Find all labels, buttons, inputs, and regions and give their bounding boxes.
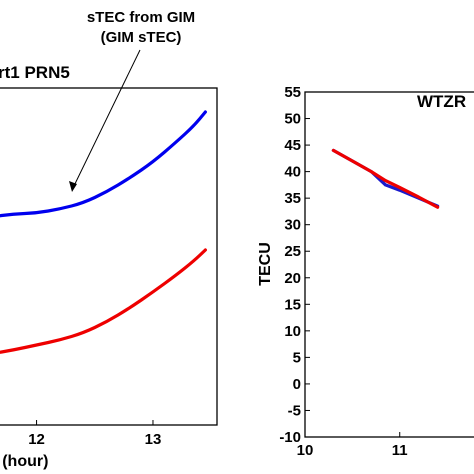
right-y-tick-label: 35 (284, 190, 301, 207)
right-chart-title: WTZR (417, 92, 466, 111)
right-series-line-1 (331, 148, 440, 209)
right-y-tick-label: 15 (284, 296, 301, 313)
right-chart-panel: WTZR TECU -10 -5 0 5 10 15 20 25 30 35 40 45 50 55 10 1… (257, 84, 474, 459)
left-plot-frame (0, 87, 218, 426)
annotation-arrowhead (69, 181, 77, 192)
right-y-tick-label: 20 (284, 270, 301, 287)
left-x-tick-label: 13 (145, 431, 162, 448)
left-chart-title: rt1 PRN5 (0, 63, 70, 82)
left-series-line-1 (0, 248, 207, 354)
annotation-arrow-line (71, 49, 141, 191)
gim-stec-annotation: sTEC from GIM (GIM sTEC) (69, 9, 195, 192)
right-plot-frame (304, 91, 474, 438)
right-y-tick-label: 55 (284, 84, 301, 101)
right-y-tick-label: -10 (279, 429, 301, 446)
right-y-tick-label: 45 (284, 137, 301, 154)
right-y-tick-label: 50 (284, 111, 301, 128)
right-y-axis-label: TECU (257, 242, 274, 286)
right-y-tick-label: 25 (284, 243, 301, 260)
left-x-tick-label: 12 (28, 431, 45, 448)
right-y-tick-label: 30 (284, 217, 301, 234)
right-y-tick-label: 0 (293, 376, 301, 393)
right-y-tick-label: 40 (284, 164, 301, 181)
left-chart-panel: rt1 PRN5 12 13 T (hour) (0, 63, 218, 470)
left-series-line-0 (0, 110, 207, 218)
left-x-axis-label: T (hour) (0, 453, 48, 470)
annotation-line-2: (GIM sTEC) (101, 29, 182, 46)
right-y-tick-label: 10 (284, 323, 301, 340)
right-x-tick-label: 10 (297, 442, 314, 459)
right-y-tick-label: -5 (288, 402, 301, 419)
right-y-tick-label: 5 (293, 349, 301, 366)
annotation-line-1: sTEC from GIM (87, 9, 195, 26)
right-x-tick-label: 11 (392, 442, 408, 459)
